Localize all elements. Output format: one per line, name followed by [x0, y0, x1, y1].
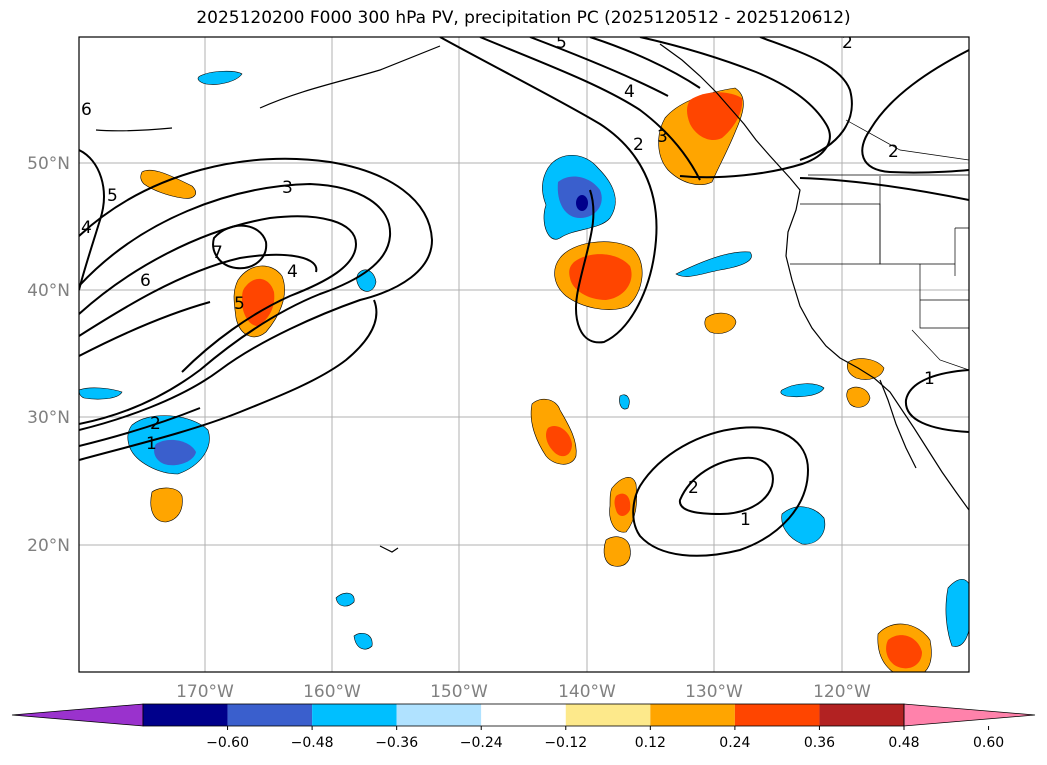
colorbar-segment — [650, 704, 735, 726]
precip-neg-small1 — [197, 70, 243, 85]
colorbar-tick-label: −0.48 — [291, 735, 334, 751]
precip-pos-small2 — [704, 312, 737, 334]
colorbar-tick-label: −0.36 — [375, 735, 418, 751]
contour-label: 4 — [81, 218, 92, 238]
colorbar-segment — [143, 704, 228, 726]
contour-labels: 3 4 5 6 7 5 6 4 2 1 5 4 2 3 2 2 1 1 2 — [81, 33, 935, 530]
colorbar-segment — [819, 704, 904, 726]
contour-1a — [79, 299, 378, 461]
colorbar-tick-label: 0.48 — [888, 735, 919, 751]
precip-neg-west — [79, 387, 123, 400]
precip-neg-east2 — [780, 383, 825, 398]
contour-label: 2 — [888, 142, 899, 162]
contour-label: 1 — [146, 434, 157, 454]
pv-contours — [79, 37, 969, 557]
contour-4b — [589, 37, 701, 89]
contour-1b — [439, 37, 658, 344]
lat-label-50n: 50°N — [27, 154, 70, 174]
colorbar-segment — [396, 704, 482, 726]
lon-labels: 170°W 160°W 150°W 140°W 130°W 120°W — [176, 682, 871, 702]
lon-label-170w: 170°W — [176, 682, 234, 702]
colorbar-segment — [734, 704, 820, 726]
north-america-coast — [785, 177, 969, 511]
contour-label: 2 — [150, 414, 161, 434]
precip-neg-east1 — [675, 251, 752, 277]
precip-pos-small1 — [150, 487, 183, 523]
lat-label-40n: 40°N — [27, 281, 70, 301]
lon-label-130w: 130°W — [685, 682, 743, 702]
contour-label: 1 — [740, 510, 751, 530]
colorbar-ticks: −0.60 −0.48 −0.36 −0.24 −0.12 0.12 0.24 0.36 0.4… — [206, 726, 1004, 751]
borders — [790, 119, 969, 371]
contour-5b — [639, 37, 831, 179]
precip-pos-sub3 — [603, 536, 631, 567]
colorbar-extend-high — [903, 703, 1036, 727]
contour-4 — [79, 215, 358, 373]
contour-label: 4 — [287, 262, 298, 282]
contour-label: 7 — [212, 243, 223, 263]
contour-label: 4 — [624, 82, 635, 102]
contour-1c — [632, 426, 810, 557]
contour-3b — [529, 37, 669, 97]
contour-label: 3 — [657, 127, 668, 147]
contour-5 — [79, 253, 318, 337]
contour-2 — [79, 157, 434, 431]
colorbar-tick-label: 0.36 — [804, 735, 835, 751]
colorbar-tick-label: −0.12 — [544, 735, 587, 751]
colorbar-tick-label: −0.24 — [460, 735, 503, 751]
contour-label: 2 — [633, 135, 644, 155]
contour-6 — [79, 301, 211, 357]
coastlines — [95, 43, 969, 553]
contour-3 — [79, 182, 392, 425]
colorbar — [11, 703, 1036, 727]
colorbar-tick-label: 0.12 — [635, 735, 666, 751]
lat-label-30n: 30°N — [27, 408, 70, 428]
map-border — [78, 36, 970, 673]
map-frame-bg — [79, 37, 969, 672]
contour-label: 5 — [234, 294, 245, 314]
contour-2b — [479, 37, 701, 181]
colorbar-border — [142, 703, 905, 727]
lon-label-160w: 160°W — [303, 682, 361, 702]
precip-neg-southeast — [945, 579, 969, 647]
precip-neg-east3 — [781, 506, 826, 545]
colorbar-tick-label: −0.60 — [206, 735, 249, 751]
colorbar-extend-low — [11, 703, 144, 727]
contour-label: 3 — [282, 178, 293, 198]
contour-label: 6 — [140, 271, 151, 291]
map-title: 2025120200 F000 300 hPa PV, precipitatio… — [196, 8, 851, 28]
lon-label-150w: 150°W — [430, 682, 488, 702]
contour-label: 6 — [81, 100, 92, 120]
lon-label-140w: 140°W — [558, 682, 616, 702]
colorbar-tick-label: 0.60 — [973, 735, 1004, 751]
lon-label-120w: 120°W — [813, 682, 871, 702]
contour-2c — [678, 456, 774, 516]
colorbar-tick-label: 0.24 — [719, 735, 750, 751]
contour-label: 1 — [924, 369, 935, 389]
colorbar-segment — [227, 704, 313, 726]
contour-label: 2 — [688, 478, 699, 498]
lat-labels: 50°N 40°N 30°N 20°N — [27, 154, 70, 556]
colorbar-segment — [312, 704, 397, 726]
colorbar-segment — [481, 704, 566, 726]
colorbar-segment — [565, 704, 651, 726]
contour-label: 5 — [556, 33, 567, 53]
lat-label-20n: 20°N — [27, 536, 70, 556]
contour-label: 5 — [107, 186, 118, 206]
contour-label: 2 — [842, 33, 853, 53]
contour-7 — [212, 224, 268, 270]
